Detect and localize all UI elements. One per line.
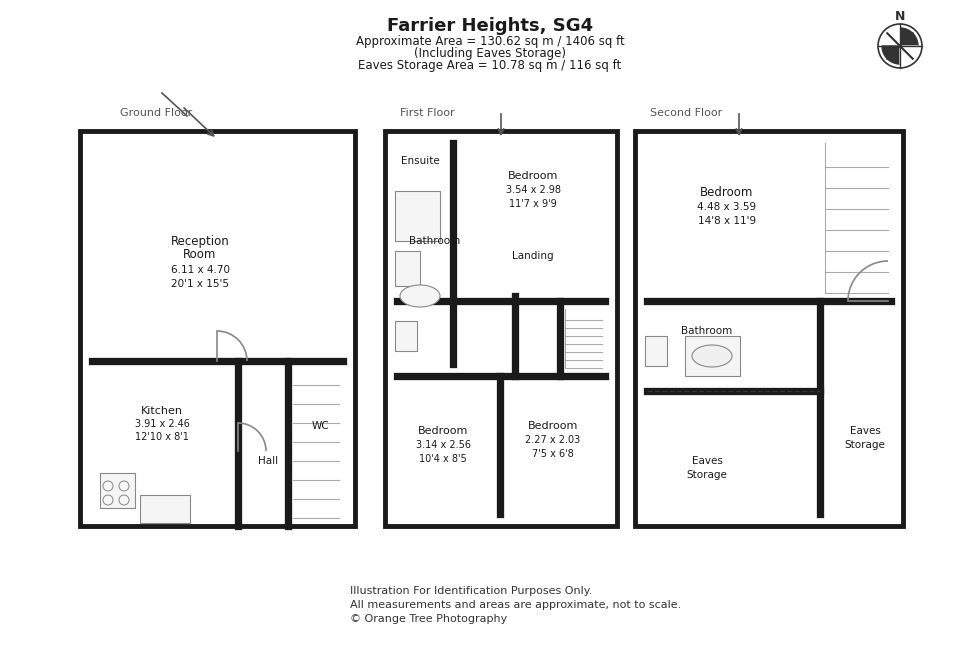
Text: Eaves: Eaves (692, 456, 722, 466)
Text: 20'1 x 15'5: 20'1 x 15'5 (171, 279, 229, 289)
Bar (395, 251, 420, 286)
Text: Eaves Storage Area = 10.78 sq m / 116 sq ft: Eaves Storage Area = 10.78 sq m / 116 sq… (359, 58, 621, 72)
Text: 3.54 x 2.98: 3.54 x 2.98 (506, 185, 561, 195)
Text: 6.11 x 4.70: 6.11 x 4.70 (171, 265, 229, 275)
Text: Approximate Area = 130.62 sq m / 1406 sq ft: Approximate Area = 130.62 sq m / 1406 sq… (356, 34, 624, 48)
Bar (471, 296, 571, 301)
Bar (635, 131, 903, 526)
Text: Bathroom: Bathroom (410, 236, 461, 246)
Polygon shape (882, 28, 900, 46)
Text: Reception: Reception (171, 234, 229, 248)
Text: 12'10 x 8'1: 12'10 x 8'1 (135, 432, 189, 442)
Text: 2.27 x 2.03: 2.27 x 2.03 (525, 435, 580, 445)
Text: 7'5 x 6'8: 7'5 x 6'8 (532, 449, 574, 459)
Text: Room: Room (183, 248, 217, 262)
Text: 14'8 x 11'9: 14'8 x 11'9 (698, 216, 756, 226)
Text: Bedroom: Bedroom (701, 187, 754, 199)
Text: Farrier Heights, SG4: Farrier Heights, SG4 (387, 17, 593, 35)
Text: Storage: Storage (845, 440, 886, 450)
Bar (395, 321, 417, 351)
Ellipse shape (400, 285, 440, 307)
Text: Kitchen: Kitchen (141, 406, 183, 416)
Polygon shape (900, 46, 918, 64)
Bar (80, 131, 355, 526)
Bar (519, 303, 558, 372)
Text: First Floor: First Floor (400, 108, 455, 118)
Bar (140, 495, 190, 523)
Text: (Including Eaves Storage): (Including Eaves Storage) (414, 46, 566, 60)
Bar (291, 134, 343, 358)
Text: N: N (895, 9, 906, 23)
Text: © Orange Tree Photography: © Orange Tree Photography (350, 614, 508, 624)
Text: 3.14 x 2.56: 3.14 x 2.56 (416, 440, 470, 450)
Text: Eaves: Eaves (850, 426, 880, 436)
Polygon shape (882, 46, 900, 64)
Text: Bathroom: Bathroom (681, 326, 733, 336)
Polygon shape (900, 28, 918, 46)
Text: Storage: Storage (687, 470, 727, 480)
Text: 11'7 x 9'9: 11'7 x 9'9 (510, 199, 557, 209)
Text: All measurements and areas are approximate, not to scale.: All measurements and areas are approxima… (350, 600, 681, 610)
Text: 10'4 x 8'5: 10'4 x 8'5 (419, 454, 466, 464)
Bar (823, 134, 903, 298)
Text: 3.91 x 2.46: 3.91 x 2.46 (134, 419, 189, 429)
Text: Second Floor: Second Floor (650, 108, 722, 118)
Text: Illustration For Identification Purposes Only.: Illustration For Identification Purposes… (350, 586, 592, 596)
Text: Bedroom: Bedroom (417, 426, 468, 436)
Text: Hall: Hall (258, 456, 278, 466)
Text: Bedroom: Bedroom (528, 421, 578, 431)
Bar (100, 473, 135, 508)
Bar (563, 303, 605, 373)
Text: Landing: Landing (513, 251, 554, 261)
Bar (645, 336, 667, 366)
Text: Ground Floor: Ground Floor (120, 108, 192, 118)
Bar (685, 336, 740, 376)
Text: 4.48 x 3.59: 4.48 x 3.59 (698, 202, 757, 212)
Text: WC: WC (312, 421, 329, 431)
Bar (395, 191, 440, 241)
Text: Ensuite: Ensuite (401, 156, 439, 166)
Ellipse shape (692, 345, 732, 367)
Text: Bedroom: Bedroom (508, 171, 559, 181)
Bar (385, 131, 617, 526)
